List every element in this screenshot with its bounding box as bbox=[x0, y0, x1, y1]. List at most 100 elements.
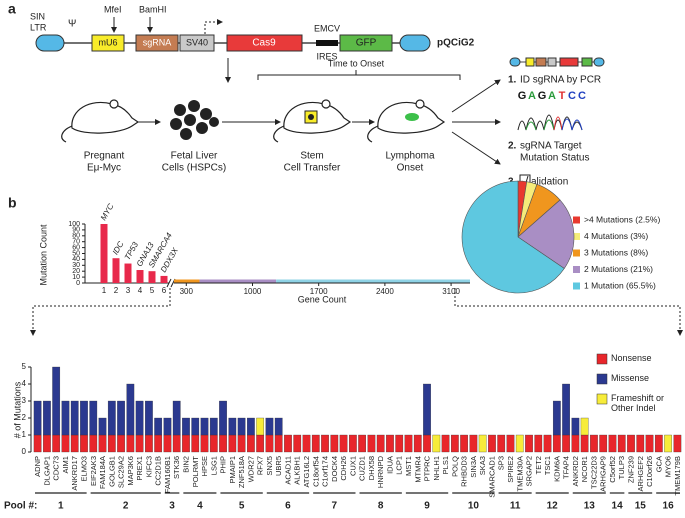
mini-vector bbox=[547, 57, 557, 67]
time-bracket bbox=[257, 74, 461, 80]
output-text: alidation bbox=[531, 177, 568, 188]
base-letter: C bbox=[578, 90, 586, 102]
legend-swatch bbox=[573, 216, 580, 224]
step-label: Lymphoma bbox=[385, 151, 435, 162]
bar-segment bbox=[135, 434, 144, 453]
legend-label: 1 Mutation (65.5%) bbox=[584, 280, 656, 290]
ltr-label: SIN bbox=[30, 11, 45, 21]
bar-segment bbox=[154, 434, 163, 453]
pool-number: 13 bbox=[584, 501, 596, 512]
bar-segment bbox=[673, 434, 682, 453]
pool-number: 11 bbox=[510, 501, 521, 512]
ltr-box bbox=[399, 34, 431, 52]
x-tick-label: TMEM179B bbox=[673, 456, 682, 496]
x-tick-label: GOLGB1 bbox=[107, 456, 116, 487]
part-label: GFP bbox=[356, 38, 377, 49]
bar-segment bbox=[590, 434, 598, 453]
bar-segment bbox=[580, 417, 589, 436]
y-tick-label: 20 bbox=[72, 268, 80, 275]
bar-segment bbox=[247, 417, 255, 436]
bar-segment bbox=[52, 434, 61, 453]
bar-segment bbox=[247, 434, 255, 453]
step-label: Pregnant bbox=[84, 151, 125, 162]
x-tick-label: 5 bbox=[150, 286, 155, 295]
y-tick-label: 100 bbox=[68, 221, 80, 228]
bar-segment bbox=[52, 366, 61, 436]
x-tick-label: CDC73 bbox=[52, 456, 61, 481]
y-tick-label: 30 bbox=[72, 262, 80, 269]
output-text: sgRNA Target bbox=[520, 141, 582, 152]
site-label: MfeI bbox=[104, 4, 122, 14]
bar-segment bbox=[200, 434, 209, 453]
step-label: Cells (HSPCs) bbox=[162, 163, 226, 174]
x-tick-label: UBR5 bbox=[274, 456, 283, 476]
bar-segment bbox=[43, 400, 51, 436]
step-label: Onset bbox=[397, 163, 424, 174]
bar-segment bbox=[395, 434, 404, 453]
bar-segment bbox=[154, 417, 163, 436]
bar-segment bbox=[209, 434, 218, 453]
bar-segment bbox=[43, 434, 51, 453]
count-range bbox=[174, 279, 200, 283]
bar-segment bbox=[70, 434, 79, 453]
psi-label: Ψ bbox=[68, 19, 76, 30]
bar bbox=[148, 271, 156, 283]
bar-segment bbox=[664, 434, 672, 453]
x-tick-label: MST1 bbox=[404, 456, 413, 476]
pool-number: 16 bbox=[663, 501, 675, 512]
mini-vector bbox=[559, 57, 579, 67]
part-label: mU6 bbox=[98, 37, 117, 47]
x-tick-label: CUX1 bbox=[348, 456, 357, 476]
y-tick-label: 80 bbox=[72, 233, 80, 240]
bar-segment bbox=[107, 400, 116, 436]
bar-segment bbox=[488, 434, 496, 453]
bracket-line bbox=[30, 288, 171, 336]
bar-segment bbox=[376, 434, 385, 453]
promoter-arrow bbox=[204, 19, 223, 34]
output-number: 2. bbox=[508, 141, 517, 152]
pie-slice bbox=[461, 180, 565, 294]
x-tick-label: TET2 bbox=[534, 456, 543, 474]
bar-segment bbox=[506, 434, 515, 453]
x-tick-label: STK36 bbox=[172, 456, 181, 479]
panel-label: b bbox=[8, 195, 17, 211]
bar-segment bbox=[358, 434, 366, 453]
bar-segment bbox=[80, 434, 88, 453]
bar-segment bbox=[135, 400, 144, 436]
x-tick-label: MTMR4 bbox=[413, 456, 422, 483]
pie-slice bbox=[517, 199, 575, 269]
x-tick-label: SPIRE2 bbox=[506, 456, 515, 483]
pool-number: 8 bbox=[378, 501, 384, 512]
x-tick-label: SNX5 bbox=[265, 456, 274, 476]
output-number: 1. bbox=[508, 75, 517, 86]
count-range bbox=[276, 279, 470, 283]
bar-segment bbox=[562, 434, 570, 453]
x-tick-label: GCA bbox=[654, 456, 663, 472]
ltr-box bbox=[35, 34, 65, 52]
bar-segment bbox=[237, 434, 246, 453]
x-tick-label: POLRMT bbox=[191, 456, 200, 488]
bar-segment bbox=[413, 434, 422, 453]
pool-number: 7 bbox=[332, 501, 338, 512]
pool-number: 10 bbox=[468, 501, 480, 512]
bar-segment bbox=[441, 434, 450, 453]
bracket-line bbox=[454, 288, 683, 336]
x-tick-label: C18orf54 bbox=[311, 456, 320, 487]
pool-number: 1 bbox=[58, 501, 64, 512]
y-tick-label: 5 bbox=[22, 362, 27, 371]
x-tick-label: CC2D1B bbox=[154, 456, 163, 486]
x-tick-label: ANKRD17 bbox=[70, 456, 79, 491]
base-letter: G bbox=[518, 90, 527, 102]
bar-segment bbox=[98, 434, 107, 453]
bar-segment bbox=[209, 417, 218, 436]
y-tick-label: 1 bbox=[22, 430, 27, 439]
pool-number: 9 bbox=[424, 501, 430, 512]
bar bbox=[124, 263, 132, 283]
bar-segment bbox=[256, 434, 265, 453]
bar-segment bbox=[469, 434, 478, 453]
bar-segment bbox=[321, 434, 329, 453]
base-letter: G bbox=[538, 90, 547, 102]
panel-label: a bbox=[8, 1, 16, 17]
bar-segment bbox=[525, 434, 533, 453]
bar-segment bbox=[219, 434, 227, 453]
